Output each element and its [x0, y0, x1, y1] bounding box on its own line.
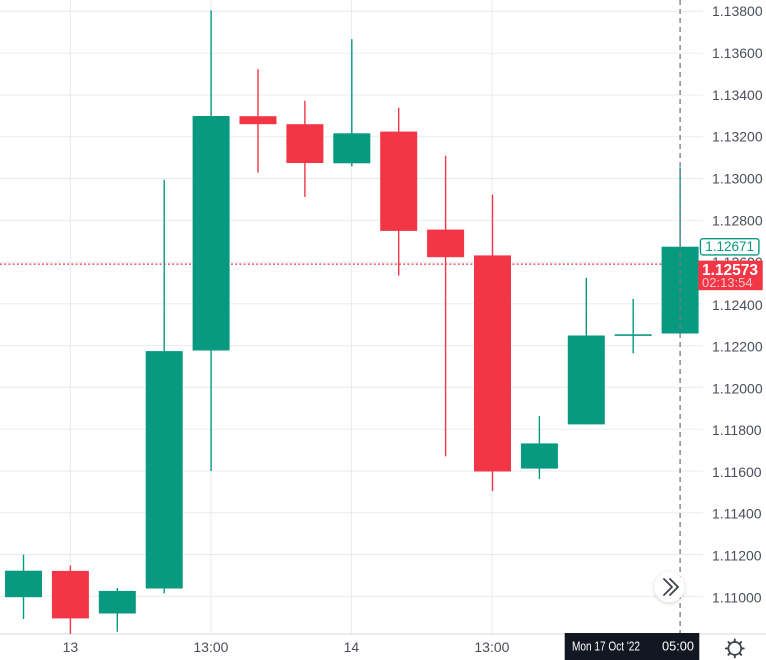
- svg-text:1.11800: 1.11800: [712, 422, 762, 438]
- svg-text:13: 13: [63, 639, 79, 655]
- svg-text:1.13400: 1.13400: [712, 87, 763, 103]
- svg-text:1.11400: 1.11400: [712, 506, 762, 522]
- svg-text:1.12000: 1.12000: [712, 380, 763, 396]
- svg-text:02:13:54: 02:13:54: [702, 275, 753, 290]
- svg-text:Mon 17 Oct '22: Mon 17 Oct '22: [572, 639, 640, 654]
- svg-text:1.12400: 1.12400: [712, 297, 763, 313]
- svg-text:1.11000: 1.11000: [712, 589, 762, 605]
- svg-text:05:00: 05:00: [662, 639, 694, 654]
- svg-text:14: 14: [344, 639, 360, 655]
- svg-text:1.11600: 1.11600: [712, 464, 762, 480]
- svg-text:1.11200: 1.11200: [712, 548, 762, 564]
- svg-text:13:00: 13:00: [474, 639, 509, 655]
- svg-text:1.12671: 1.12671: [705, 239, 754, 254]
- svg-text:1.13800: 1.13800: [712, 3, 763, 19]
- svg-text:1.13200: 1.13200: [712, 129, 763, 145]
- svg-text:1.12800: 1.12800: [712, 212, 763, 228]
- svg-text:1.13600: 1.13600: [712, 45, 763, 61]
- svg-text:1.12200: 1.12200: [712, 339, 763, 355]
- svg-text:1.13000: 1.13000: [712, 171, 763, 187]
- svg-text:13:00: 13:00: [193, 639, 228, 655]
